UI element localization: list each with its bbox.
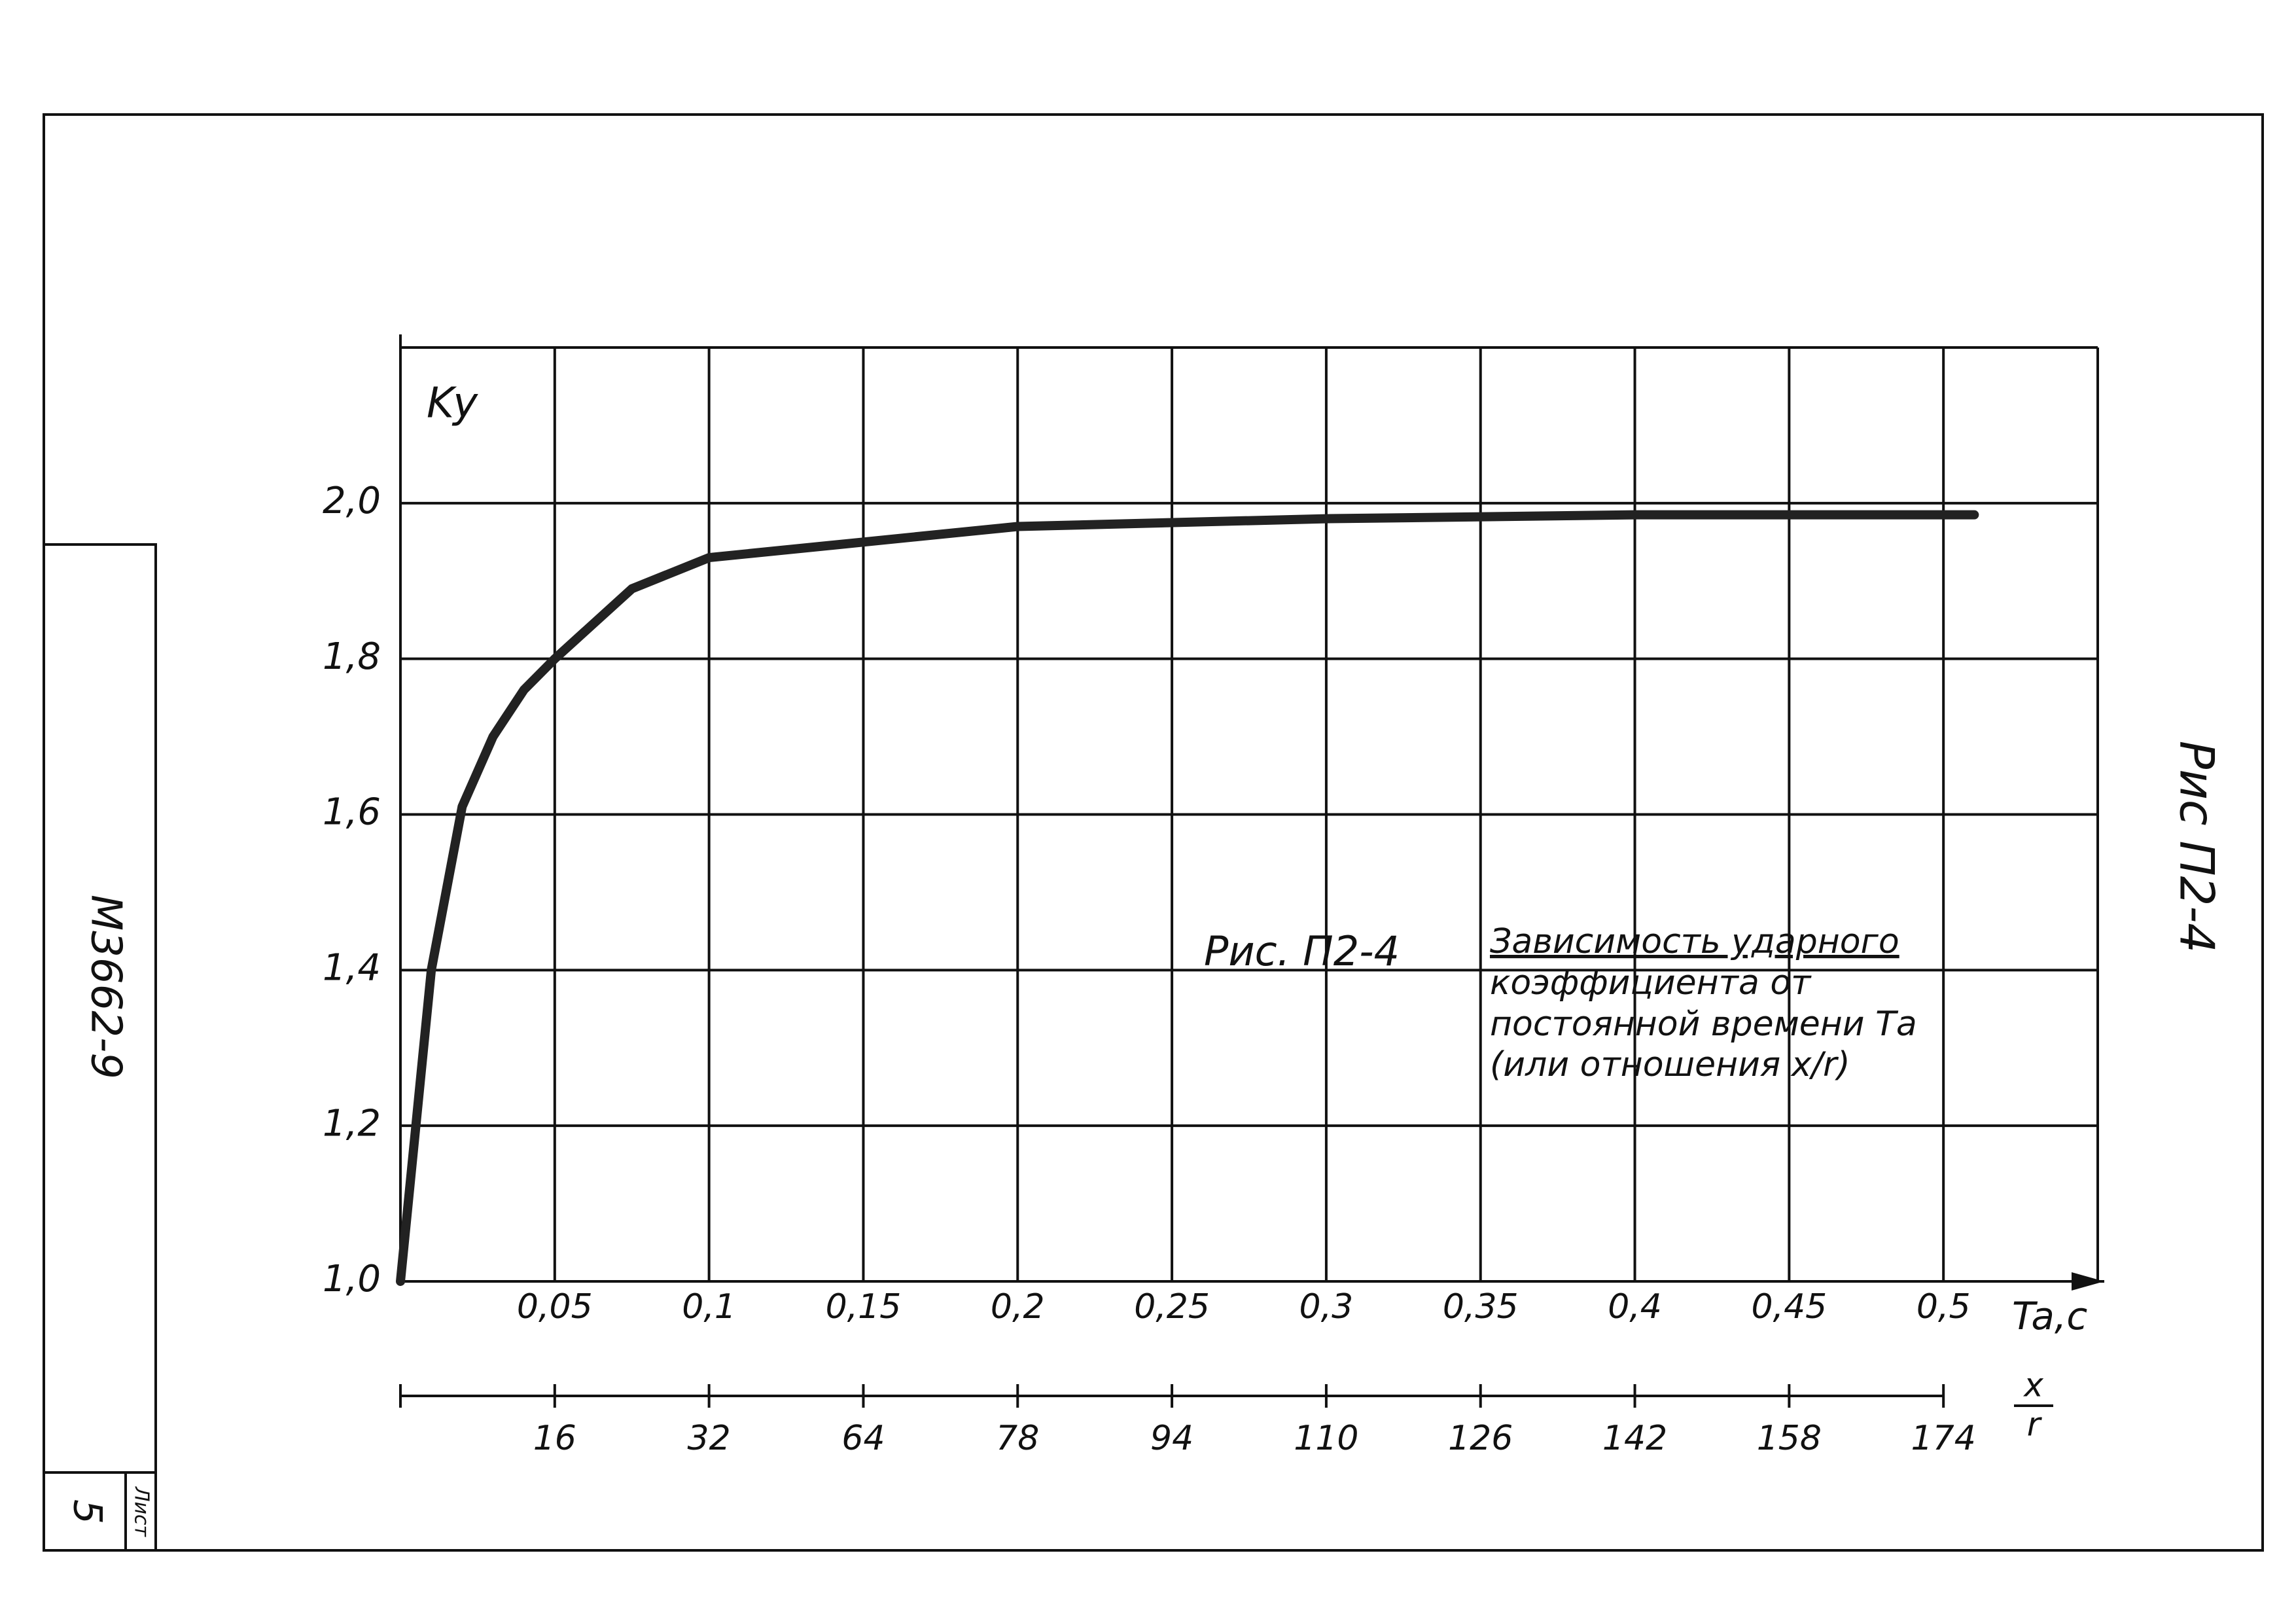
x-tick-label: 0,2: [991, 1287, 1045, 1327]
x-tick-label: 0,5: [1916, 1287, 1971, 1327]
x-tick-label: 0,3: [1299, 1287, 1354, 1327]
x2-tick-label: 94: [1150, 1419, 1193, 1458]
x2-tick-label: 158: [1757, 1419, 1822, 1458]
annotation-line: постоянной времени Та: [1490, 1005, 1917, 1044]
x-tick-label: 0,15: [826, 1287, 902, 1327]
x2-tick-label: 126: [1448, 1419, 1513, 1458]
x2-tick-label: 110: [1294, 1419, 1358, 1458]
sheet-number: 5: [64, 1499, 110, 1524]
x-axis-label: Ta,c: [2012, 1294, 2087, 1338]
document-code: М3662-9: [81, 895, 130, 1079]
x2-tick-label: 142: [1602, 1419, 1667, 1458]
y-tick-label: 1,8: [323, 635, 381, 678]
y-tick-label: 1,4: [323, 946, 381, 989]
x-tick-label: 0,1: [682, 1287, 736, 1327]
x2-label-numerator: x: [2022, 1366, 2043, 1404]
annotation-line: Зависимость ударного: [1490, 922, 1899, 961]
x-tick-label: 0,4: [1608, 1287, 1662, 1327]
x2-tick-label: 64: [841, 1419, 885, 1458]
x-tick-label: 0,05: [517, 1287, 593, 1327]
x-tick-label: 0,45: [1751, 1287, 1827, 1327]
x-tick-label: 0,25: [1134, 1287, 1210, 1327]
figure-label: Рис П2-4: [2169, 741, 2224, 953]
curve: [396, 510, 1979, 1286]
x-tick-label: 0,35: [1443, 1287, 1519, 1327]
side-strip: [43, 543, 157, 1552]
x2-tick-label: 174: [1911, 1419, 1976, 1458]
y-tick-label: 1,2: [323, 1102, 381, 1145]
y-axis-label: Ky: [427, 380, 478, 428]
sheet-label: Лист: [130, 1486, 153, 1538]
x2-tick-label: 78: [996, 1419, 1039, 1458]
x2-tick-label: 32: [688, 1419, 731, 1458]
annotation-line: (или отношения х/r): [1490, 1045, 1850, 1084]
annotation-title: Рис. П2-4: [1204, 927, 1400, 975]
x2-label-denominator: r: [2027, 1406, 2043, 1444]
y-tick-label: 1,6: [323, 791, 381, 834]
x2-tick-label: 16: [533, 1419, 576, 1458]
y-tick-label: 1,0: [323, 1258, 381, 1300]
y-tick-label: 2,0: [323, 480, 381, 522]
